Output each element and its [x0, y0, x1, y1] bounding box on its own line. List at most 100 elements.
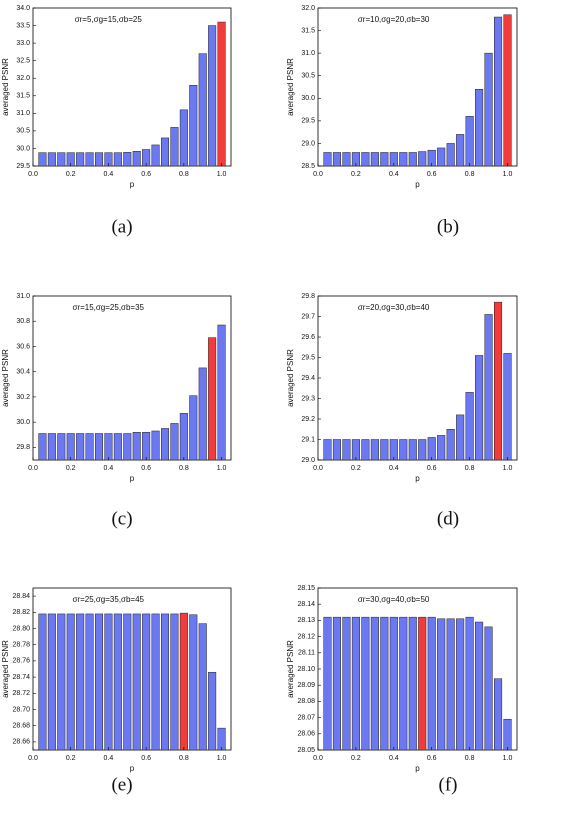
- bar: [151, 144, 160, 167]
- bar: [465, 392, 474, 461]
- bar: [446, 429, 455, 461]
- bar: [179, 413, 188, 461]
- plot-frame: [32, 587, 232, 751]
- caption: (c): [111, 508, 132, 529]
- bar: [113, 152, 122, 167]
- y-tick-label: 29.0: [301, 457, 315, 464]
- bar: [361, 152, 370, 167]
- y-tick-label: 30.6: [16, 343, 30, 350]
- bar: [427, 616, 436, 751]
- x-tick-label: 0.0: [28, 755, 38, 762]
- x-tick-label: 1.0: [503, 755, 513, 762]
- x-tick-label: 0.8: [179, 171, 189, 178]
- chart-title: σr=20,σg=30,σb=40: [358, 303, 430, 312]
- bar: [57, 433, 66, 461]
- bar: [323, 152, 332, 167]
- bar: [142, 613, 151, 751]
- bar: [370, 616, 379, 751]
- bar: [418, 616, 427, 751]
- y-tick-label: 28.15: [297, 585, 315, 592]
- bar: [160, 137, 170, 167]
- y-tick-label: 30.0: [301, 95, 315, 102]
- y-axis-label: averaged PSNR: [286, 349, 295, 407]
- bar: [104, 613, 113, 751]
- bar: [198, 53, 207, 167]
- y-tick-label: 31.5: [16, 93, 30, 100]
- bar: [76, 433, 85, 461]
- caption: (b): [437, 216, 459, 237]
- y-tick-label: 30.0: [16, 145, 30, 152]
- x-tick-label: 0.4: [104, 171, 114, 178]
- bar: [503, 353, 512, 461]
- x-tick-label: 0.2: [66, 755, 76, 762]
- x-tick-label: 1.0: [217, 755, 227, 762]
- y-tick-label: 33.5: [16, 22, 30, 29]
- y-tick-label: 32.5: [16, 58, 30, 65]
- x-tick-label: 0.4: [389, 171, 399, 178]
- bar: [408, 152, 417, 167]
- x-tick-label: 0.8: [179, 465, 189, 472]
- bar: [142, 431, 151, 461]
- bar: [76, 152, 85, 167]
- bar: [399, 439, 408, 461]
- y-tick-label: 28.08: [297, 698, 315, 705]
- bar: [47, 152, 56, 167]
- y-tick-label: 29.5: [16, 163, 30, 170]
- y-tick-label: 28.12: [297, 633, 315, 640]
- x-tick-label: 0.8: [465, 465, 475, 472]
- y-tick-label: 28.14: [297, 601, 315, 608]
- bar: [446, 143, 455, 167]
- bar: [94, 613, 104, 751]
- x-tick-label: 0.6: [427, 171, 437, 178]
- y-tick-label: 28.70: [12, 706, 30, 713]
- x-axis-label: p: [415, 764, 420, 773]
- y-tick-label: 29.4: [301, 375, 315, 382]
- bar: [351, 439, 360, 461]
- bar: [437, 435, 446, 461]
- y-tick-label: 33.0: [16, 40, 30, 47]
- bar: [456, 134, 465, 167]
- bar: [76, 613, 85, 751]
- x-tick-label: 0.6: [427, 465, 437, 472]
- bar: [361, 616, 370, 751]
- y-tick-label: 31.5: [301, 27, 315, 34]
- x-axis-label: p: [130, 474, 135, 483]
- bar: [323, 616, 332, 751]
- x-tick-label: 0.0: [28, 171, 38, 178]
- y-tick-label: 28.78: [12, 642, 30, 649]
- y-axis-label: averaged PSNR: [1, 640, 10, 698]
- bar: [437, 147, 446, 167]
- y-tick-label: 30.8: [16, 318, 30, 325]
- bar: [408, 616, 417, 751]
- x-tick-label: 0.2: [351, 755, 361, 762]
- bar: [370, 152, 379, 167]
- bar: [85, 613, 94, 751]
- bar: [57, 613, 66, 751]
- y-tick-label: 29.2: [301, 416, 315, 423]
- y-tick-label: 30.4: [16, 369, 30, 376]
- x-tick-label: 1.0: [503, 171, 513, 178]
- bar: [85, 433, 94, 461]
- y-tick-label: 28.80: [12, 625, 30, 632]
- bar: [189, 84, 198, 167]
- y-tick-label: 29.7: [301, 313, 315, 320]
- y-tick-label: 28.07: [297, 714, 315, 721]
- bar: [494, 16, 503, 167]
- bar: [132, 151, 141, 167]
- bar: [427, 437, 436, 461]
- y-tick-label: 28.09: [297, 682, 315, 689]
- bar: [465, 116, 474, 167]
- y-tick-label: 28.66: [12, 739, 30, 746]
- x-tick-label: 0.6: [141, 465, 151, 472]
- bar: [217, 324, 226, 461]
- caption: (e): [111, 774, 132, 795]
- bar: [47, 433, 56, 461]
- bar: [47, 613, 56, 751]
- plot-frame: [32, 295, 232, 461]
- y-tick-label: 31.0: [16, 293, 30, 300]
- chart-title: σr=15,σg=25,σb=35: [72, 303, 144, 312]
- y-tick-label: 34.0: [16, 5, 30, 12]
- bar: [85, 152, 94, 167]
- y-tick-label: 29.5: [301, 354, 315, 361]
